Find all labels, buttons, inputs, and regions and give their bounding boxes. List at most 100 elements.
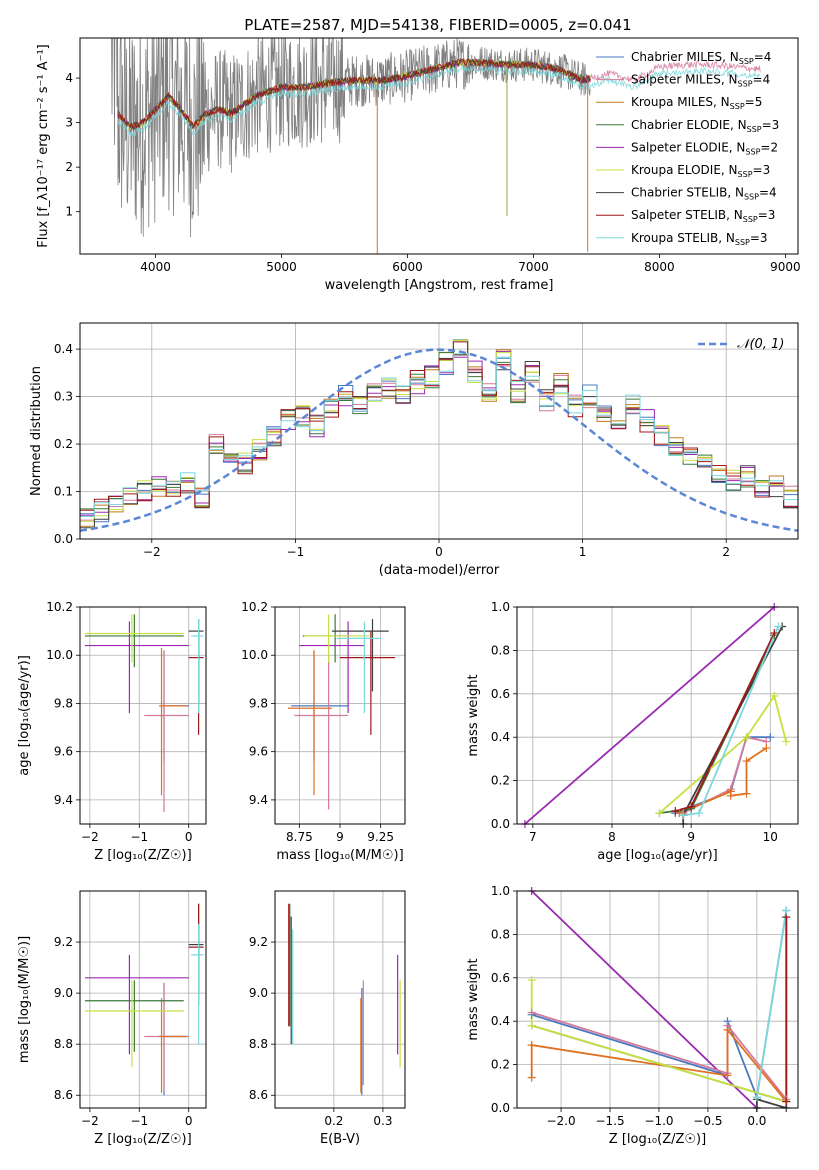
mass-weight-line [678,747,767,814]
x-tick-label: −2 [143,545,161,559]
y-tick-label: 0.2 [491,1058,510,1072]
x-axis-label: wavelength [Angstrom, rest frame] [325,278,554,293]
x-tick-label: 9000 [770,260,801,274]
plot-area [84,903,204,1096]
residual-histogram [80,340,798,523]
mass-weight-marker [770,691,779,700]
y-tick-label: 1 [65,205,73,219]
x-axis-label: Z [log₁₀(Z/Z☉)] [94,848,191,863]
mass-weight-line [524,607,775,824]
mass-weight-marker [679,811,688,820]
mass-weight-marker [766,733,775,742]
x-tick-label: 1 [579,545,587,559]
axes-frame [516,890,799,1109]
y-tick-label: 0.6 [491,687,510,701]
axes-frame [79,606,207,825]
y-tick-label: 9.2 [54,935,73,949]
mass-weight-marker [770,629,779,638]
y-tick-label: 0.4 [491,1014,510,1028]
x-tick-label: 2 [722,545,730,559]
plot-area [288,903,401,1096]
y-tick-label: 1.0 [491,884,510,898]
y-tick-label: 0.2 [491,774,510,788]
y-tick-label: 9.4 [249,793,268,807]
mass-weight-marker [527,1073,536,1082]
mass-weight-marker [782,906,791,915]
mass-weight-marker [527,1008,536,1017]
y-tick-label: 9.2 [249,935,268,949]
mass-weight-line [659,634,776,814]
x-axis-label: E(B-V) [320,1132,360,1147]
model-spectrum-line [117,64,761,137]
y-tick-label: 4 [65,71,73,85]
y-tick-label: 0.4 [491,730,510,744]
mass-weight-marker [527,975,536,984]
x-tick-label: 4000 [140,260,171,274]
mass-weight-marker [527,1021,536,1030]
y-tick-label: 9.6 [249,745,268,759]
x-tick-label: 0.0 [747,1114,766,1128]
y-tick-label: 10.2 [241,600,268,614]
mass-weight-marker [726,791,735,800]
panel-spectrum: Chabrier MILES, NSSP=4 Salpeter MILES, NS… [36,37,801,293]
x-tick-label: −1 [287,545,305,559]
legend-label: Chabrier STELIB, NSSP=4 [631,186,777,202]
x-tick-label: −0.5 [693,1114,722,1128]
mass-weight-marker [774,622,783,631]
observed-spectrum [111,38,591,238]
x-axis-label: (data-model)/error [379,563,500,578]
mass-weight-marker [723,1071,732,1080]
axes-frame [79,37,799,255]
panel-mass_vs_ebv: 0.2 0.3 8.6 8.8 9.0 9.2 E(B-V) [249,890,406,1147]
y-tick-label: 2 [65,160,73,174]
y-tick-label: 8.6 [249,1088,268,1102]
x-tick-label: 7000 [518,260,549,274]
x-tick-label: 9.25 [367,830,394,844]
x-tick-label: 8000 [644,260,675,274]
residual-histogram [80,354,798,529]
y-tick-label: 9.4 [54,793,73,807]
mass-weight-marker [782,1097,791,1106]
x-tick-label: −2 [81,1114,99,1128]
x-tick-label: 9 [336,830,344,844]
y-tick-label: 9.8 [249,696,268,710]
plot-area [288,614,396,810]
x-tick-label: 0 [185,830,193,844]
y-tick-label: 0.6 [491,971,510,985]
y-axis-label: age [log₁₀(age/yr)] [17,655,32,776]
x-tick-label: 0 [435,545,443,559]
y-tick-label: 8.8 [249,1037,268,1051]
mass-weight-line [682,736,767,814]
legend-label: Salpeter MILES, NSSP=4 [631,73,770,89]
residual-histogram [80,351,798,516]
y-tick-label: 0.3 [54,390,73,404]
residual-histogram [80,353,798,517]
mass-weight-marker [695,809,704,818]
y-tick-label: 0.8 [491,643,510,657]
legend-label: Chabrier MILES, NSSP=4 [631,50,771,66]
mass-weight-marker [655,809,664,818]
x-tick-label: 0.3 [373,1114,392,1128]
plot-area [80,339,798,532]
axes-frame [274,890,406,1109]
y-tick-label: 10.0 [241,648,268,662]
mass-weight-marker [782,737,791,746]
y-tick-label: 9.8 [54,696,73,710]
x-tick-label: 5000 [266,260,297,274]
plot-area [84,614,204,812]
mass-weight-line [756,910,788,1098]
plot-area [111,38,761,254]
mass-weight-marker [527,1041,536,1050]
legend-label: Kroupa STELIB, NSSP=3 [631,231,768,247]
y-tick-label: 8.6 [54,1088,73,1102]
mass-weight-marker [723,1025,732,1034]
mass-weight-marker [762,744,771,753]
x-tick-label: 0 [185,1114,193,1128]
y-tick-label: 9.0 [54,986,73,1000]
panel-residual_hist: 𝒩(0, 1) −2 −1 0 1 2 0.0 0.1 0.2 0.3 0.4 (data-model… [29,322,799,578]
mass-weight-marker [752,1093,761,1102]
panel-age_vs_mass: 8.75 9 9.25 9.4 9.6 9.8 10.0 10.2 mass [log₁₀(M/… [241,600,406,863]
residual-histogram [80,354,798,521]
mass-weight-marker [671,806,680,815]
